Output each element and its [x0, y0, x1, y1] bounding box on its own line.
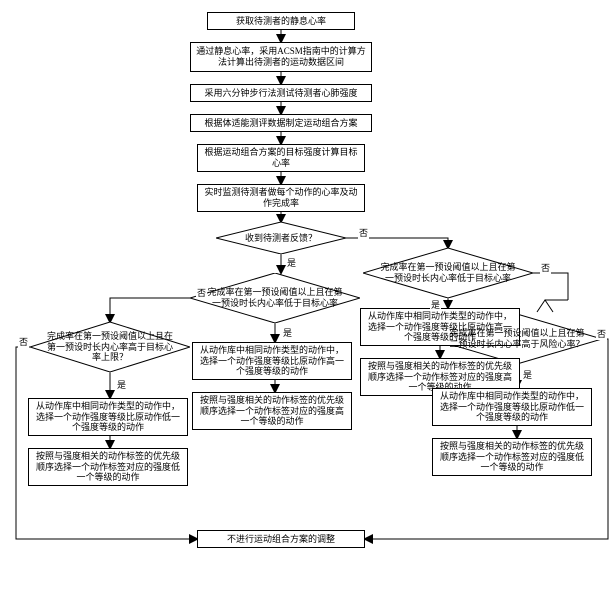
edge-label-no: 否 — [358, 226, 369, 239]
node-b2: 按照与强度相关的动作标签的优先级顺序选择一个动作标签对应的强度低一个等级的动作 — [28, 448, 188, 486]
node-end: 不进行运动组合方案的调整 — [197, 530, 365, 548]
edge-label-no: 否 — [18, 335, 29, 348]
node-d1: 收到待测者反馈？ — [216, 222, 346, 254]
node-n6: 实时监测待测者做每个动作的心率及动作完成率 — [197, 184, 365, 212]
node-label: 完成率在第一预设阈值以上且在第一预设时长内心率低于目标心率 — [194, 287, 356, 309]
node-d2: 完成率在第一预设阈值以上且在第一预设时长内心率低于目标心率 — [190, 273, 360, 323]
node-d2r: 完成率在第一预设阈值以上且在第一预设时长内心率低于目标心率 — [363, 248, 533, 298]
node-n2: 通过静息心率，采用ACSM指南中的计算方法计算出待测者的运动数据区间 — [190, 42, 372, 72]
node-b1: 从动作库中相同动作类型的动作中，选择一个动作强度等级比原动作低一个强度等级的动作 — [28, 398, 188, 436]
node-d3l: 完成率在第一预设阈值以上且在第一预设时长内心率高于目标心率上限？ — [30, 322, 190, 372]
node-label: 完成率在第一预设阈值以上且在第二预设时长内心率高于风险心率？ — [436, 328, 598, 350]
node-a1: 从动作库中相同动作类型的动作中，选择一个动作强度等级比原动作高一个强度等级的动作 — [192, 342, 352, 380]
edge-label-yes: 是 — [286, 256, 297, 269]
flowchart-canvas: 获取待测者的静息心率通过静息心率，采用ACSM指南中的计算方法计算出待测者的运动… — [0, 0, 611, 611]
node-label: 收到待测者反馈？ — [235, 233, 327, 244]
node-n5: 根据运动组合方案的目标强度计算目标心率 — [197, 144, 365, 172]
node-e1: 从动作库中相同动作类型的动作中，选择一个动作强度等级比原动作低一个强度等级的动作 — [432, 388, 592, 426]
edge-label-no: 否 — [540, 261, 551, 274]
edge-label-yes: 是 — [116, 378, 127, 391]
node-label: 完成率在第一预设阈值以上且在第一预设时长内心率低于目标心率 — [367, 262, 529, 284]
node-label: 完成率在第一预设阈值以上且在第一预设时长内心率高于目标心率上限？ — [34, 331, 186, 363]
edge-label-yes: 是 — [430, 298, 441, 311]
node-n3: 采用六分钟步行法测试待测者心肺强度 — [190, 84, 372, 102]
node-e2: 按照与强度相关的动作标签的优先级顺序选择一个动作标签对应的强度低一个等级的动作 — [432, 438, 592, 476]
edge-label-yes: 是 — [522, 368, 533, 381]
node-n4: 根据体适能测评数据制定运动组合方案 — [190, 114, 372, 132]
node-n1: 获取待测者的静息心率 — [207, 12, 355, 30]
edge-label-yes: 是 — [282, 326, 293, 339]
node-a2: 按照与强度相关的动作标签的优先级顺序选择一个动作标签对应的强度高一个等级的动作 — [192, 392, 352, 430]
